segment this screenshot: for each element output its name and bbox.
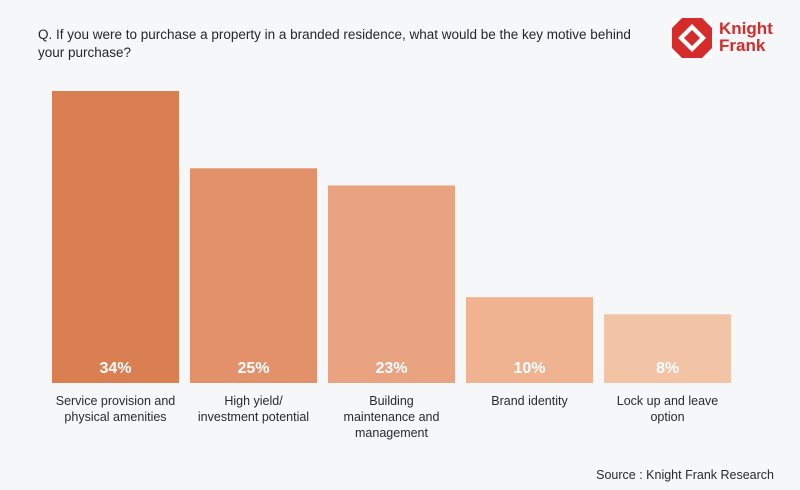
- category-label: Service provision and physical amenities: [56, 394, 176, 424]
- bar-2: [190, 168, 317, 383]
- category-label: High yield/investment potential: [198, 394, 309, 424]
- category-label: Building maintenance and management: [344, 394, 440, 440]
- knight-frank-logo: Knight Frank: [672, 18, 773, 58]
- bar-value-label: 34%: [99, 360, 131, 377]
- bar-value-label: 8%: [656, 360, 679, 377]
- knight-frank-logo-icon: [672, 18, 712, 58]
- bar-value-label: 10%: [513, 360, 545, 377]
- logo-line-1: Knight: [719, 19, 773, 38]
- category-label: Brand identity: [491, 394, 568, 408]
- bar-4: [466, 297, 593, 383]
- bar-value-label: 25%: [237, 360, 269, 377]
- logo-line-2: Frank: [719, 36, 766, 55]
- bar-value-label: 23%: [375, 360, 407, 377]
- bar-5: [604, 314, 731, 383]
- chart-question: Q. If you were to purchase a property in…: [38, 27, 631, 60]
- category-label: Lock up and leave option: [617, 394, 719, 424]
- bar-1: [52, 91, 179, 383]
- bar-3: [328, 185, 455, 383]
- source-note: Source : Knight Frank Research: [596, 468, 774, 482]
- logo-wordmark: Knight Frank: [719, 20, 773, 54]
